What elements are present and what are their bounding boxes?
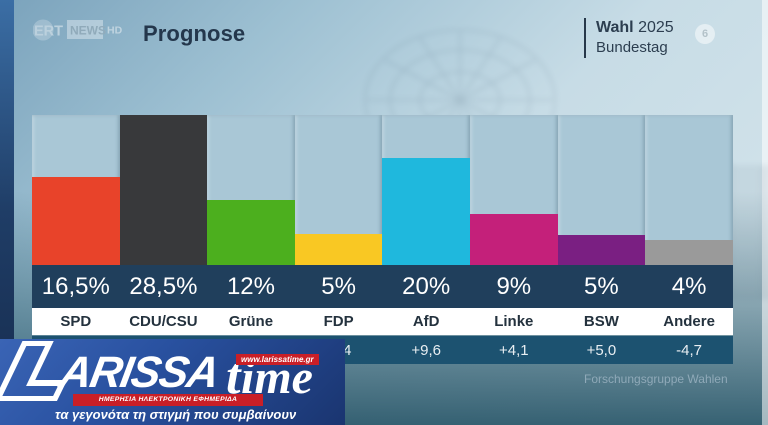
svg-text:ERT: ERT <box>34 24 63 40</box>
svg-text:ARISSA: ARISSA <box>55 348 222 397</box>
svg-text:HD: HD <box>107 25 123 37</box>
svg-text:NEWS: NEWS <box>70 24 106 38</box>
